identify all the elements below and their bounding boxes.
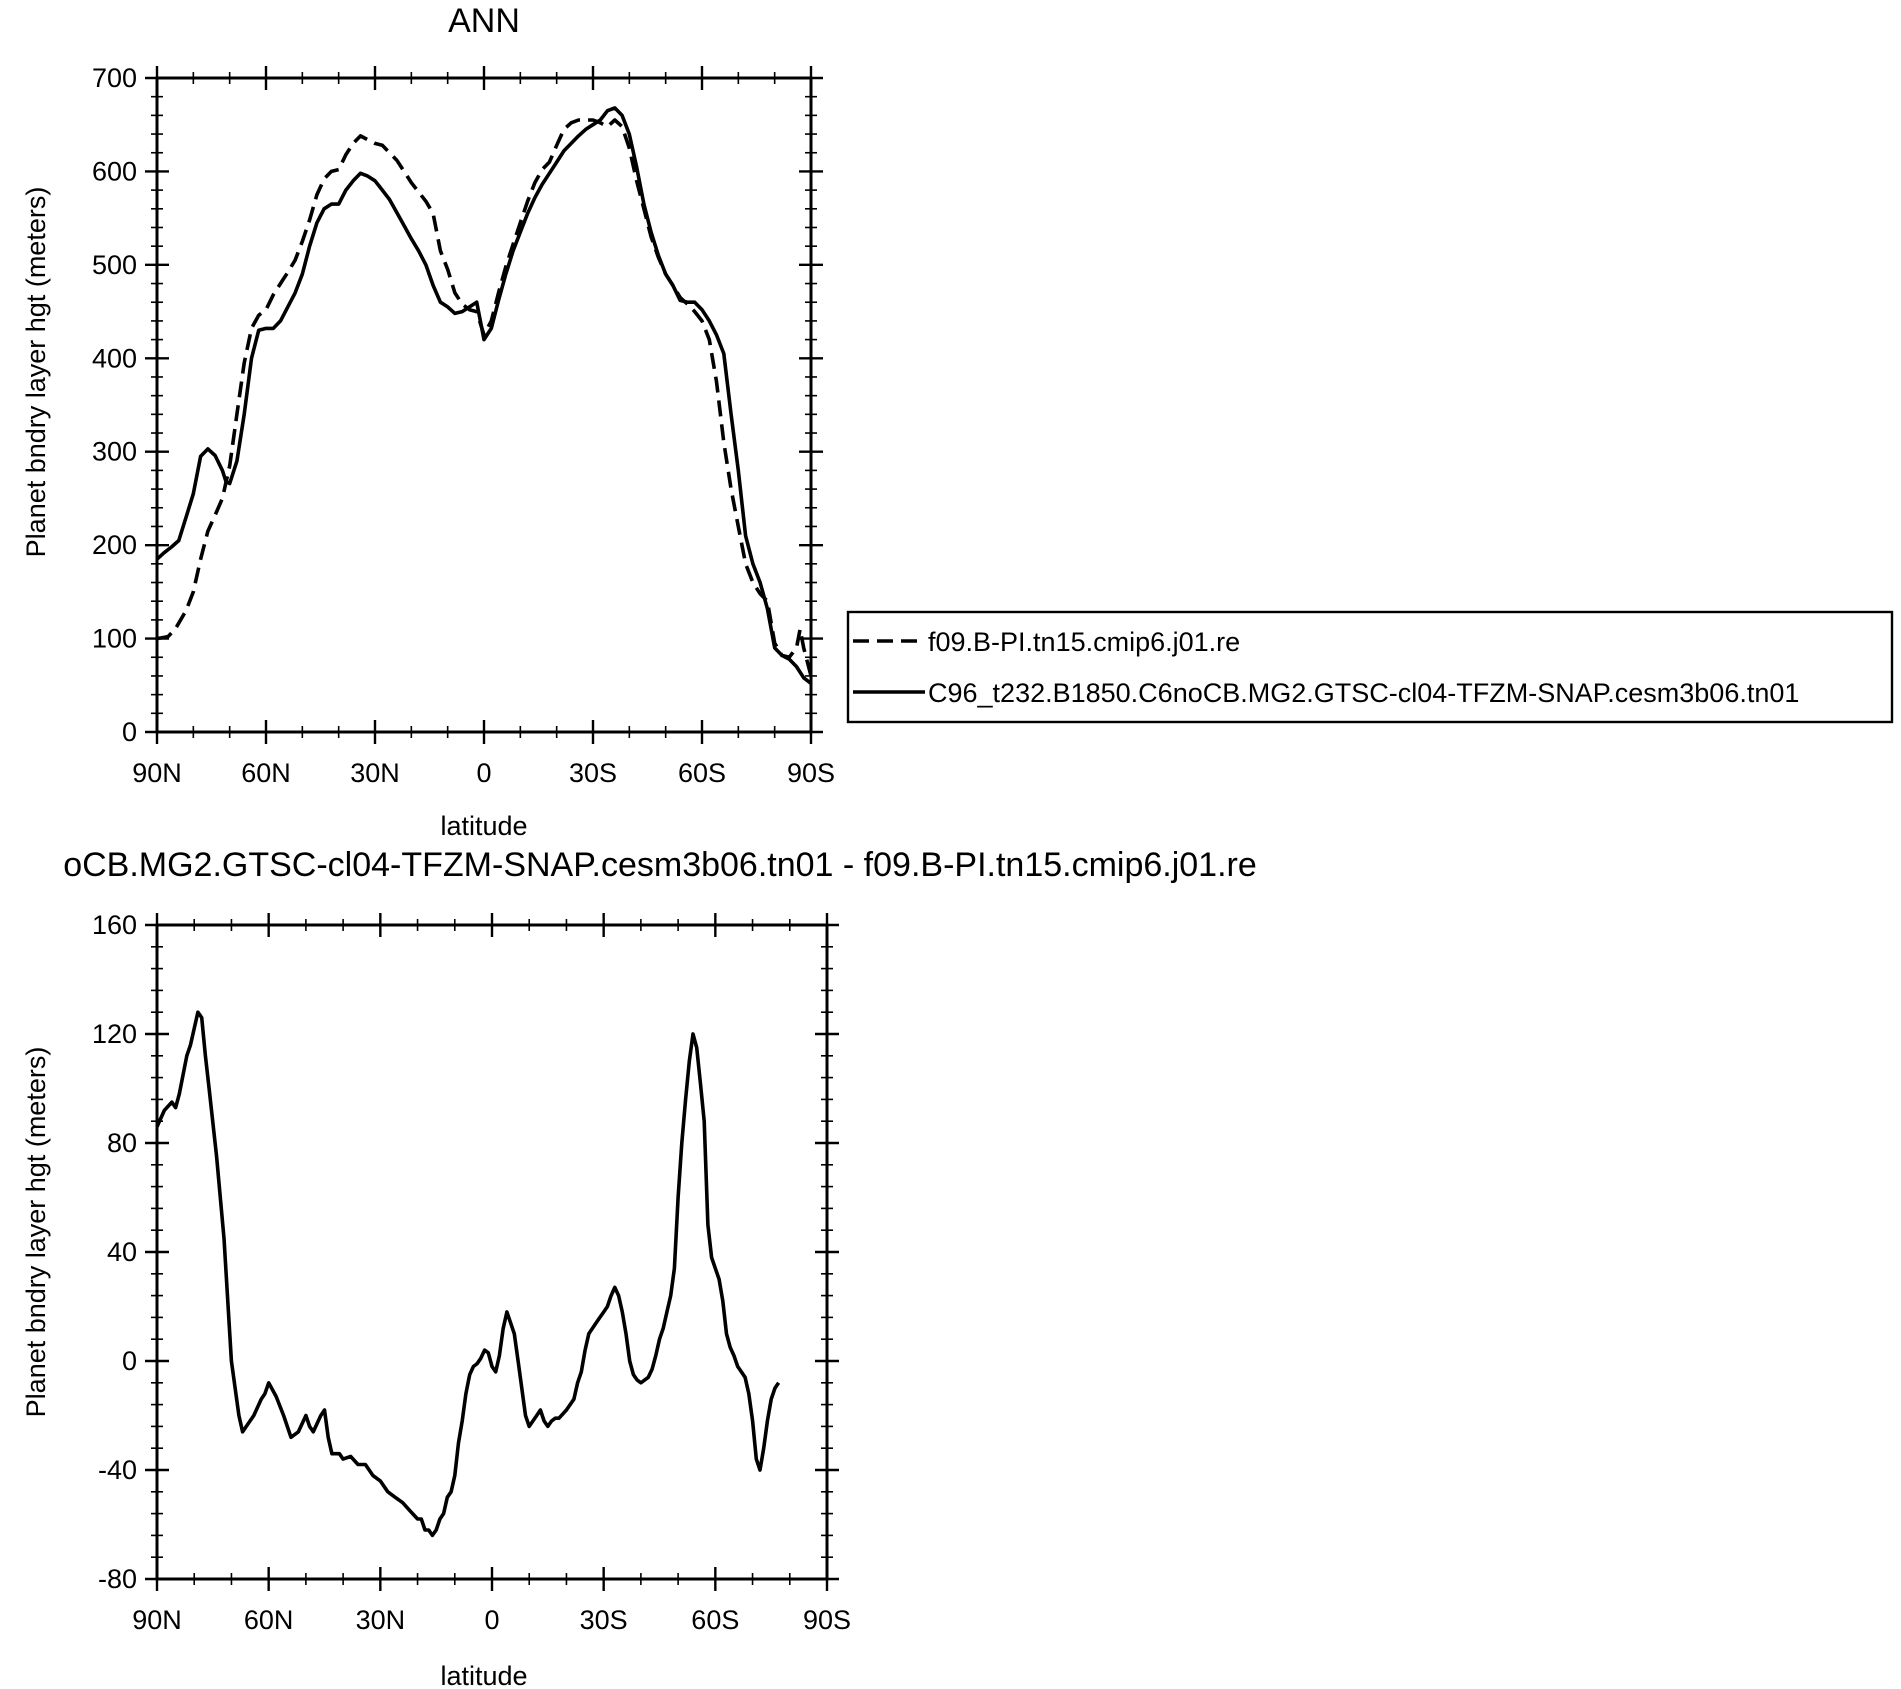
y-tick-label: 700 <box>92 63 137 93</box>
y-tick-label: 300 <box>92 437 137 467</box>
y-tick-label: 120 <box>92 1019 137 1049</box>
top-panel-series <box>155 106 813 685</box>
y-tick-label: -80 <box>98 1564 137 1594</box>
top-panel-title: ANN <box>448 2 520 40</box>
y-tick-label: 160 <box>92 910 137 940</box>
legend-entry-0: f09.B-PI.tn15.cmip6.j01.re <box>928 627 1240 657</box>
x-tick-label: 30S <box>580 1605 628 1635</box>
top-panel-y-axis-label: Planet bndry layer hgt (meters) <box>21 187 51 558</box>
x-tick-label: 0 <box>476 758 491 788</box>
y-tick-label: 500 <box>92 250 137 280</box>
x-tick-label: 90N <box>132 1605 182 1635</box>
top-panel: ANN Planet bndry layer hgt (meters) lati… <box>21 2 1894 841</box>
series-line-0 <box>155 1010 781 1538</box>
series-line-0 <box>156 118 813 677</box>
y-tick-label: 0 <box>122 717 137 747</box>
x-tick-label: 30S <box>569 758 617 788</box>
bottom-panel-ticks: -80 -40 0 40 80 120 160 90N 60N 30N 0 30S 60S 90S <box>92 910 851 1635</box>
x-tick-label: 90S <box>803 1605 851 1635</box>
series-line-1 <box>155 106 813 685</box>
bottom-panel-title: oCB.MG2.GTSC-cl04-TFZM-SNAP.cesm3b06.tn0… <box>63 846 1257 884</box>
y-tick-label: 80 <box>107 1128 137 1158</box>
bottom-panel-y-axis-label: Planet bndry layer hgt (meters) <box>21 1047 51 1418</box>
legend-box <box>846 610 1894 724</box>
y-tick-label: 400 <box>92 343 137 373</box>
x-tick-label: 30N <box>356 1605 406 1635</box>
top-panel-plot-frame <box>155 76 813 734</box>
y-tick-label: 200 <box>92 530 137 560</box>
y-tick-label: 600 <box>92 156 137 186</box>
x-tick-label: 60S <box>678 758 726 788</box>
top-panel-x-axis-label: latitude <box>440 811 527 841</box>
bottom-panel: oCB.MG2.GTSC-cl04-TFZM-SNAP.cesm3b06.tn0… <box>21 846 1257 1689</box>
y-tick-label: 100 <box>92 624 137 654</box>
x-tick-label: 90N <box>132 758 182 788</box>
y-tick-label: 0 <box>122 1346 137 1376</box>
x-tick-label: 60N <box>244 1605 294 1635</box>
x-tick-label: 60S <box>691 1605 739 1635</box>
legend: f09.B-PI.tn15.cmip6.j01.re C96_t232.B185… <box>846 610 1894 724</box>
x-tick-label: 60N <box>241 758 291 788</box>
bottom-panel-series <box>155 1010 781 1538</box>
bottom-panel-x-axis-label: latitude <box>440 1661 527 1689</box>
x-tick-label: 30N <box>350 758 400 788</box>
y-tick-label: 40 <box>107 1237 137 1267</box>
bottom-panel-plot-frame <box>155 923 829 1581</box>
x-tick-label: 0 <box>484 1605 499 1635</box>
y-tick-label: -40 <box>98 1455 137 1485</box>
legend-entry-1: C96_t232.B1850.C6noCB.MG2.GTSC-cl04-TFZM… <box>928 678 1799 708</box>
x-tick-label: 90S <box>787 758 835 788</box>
